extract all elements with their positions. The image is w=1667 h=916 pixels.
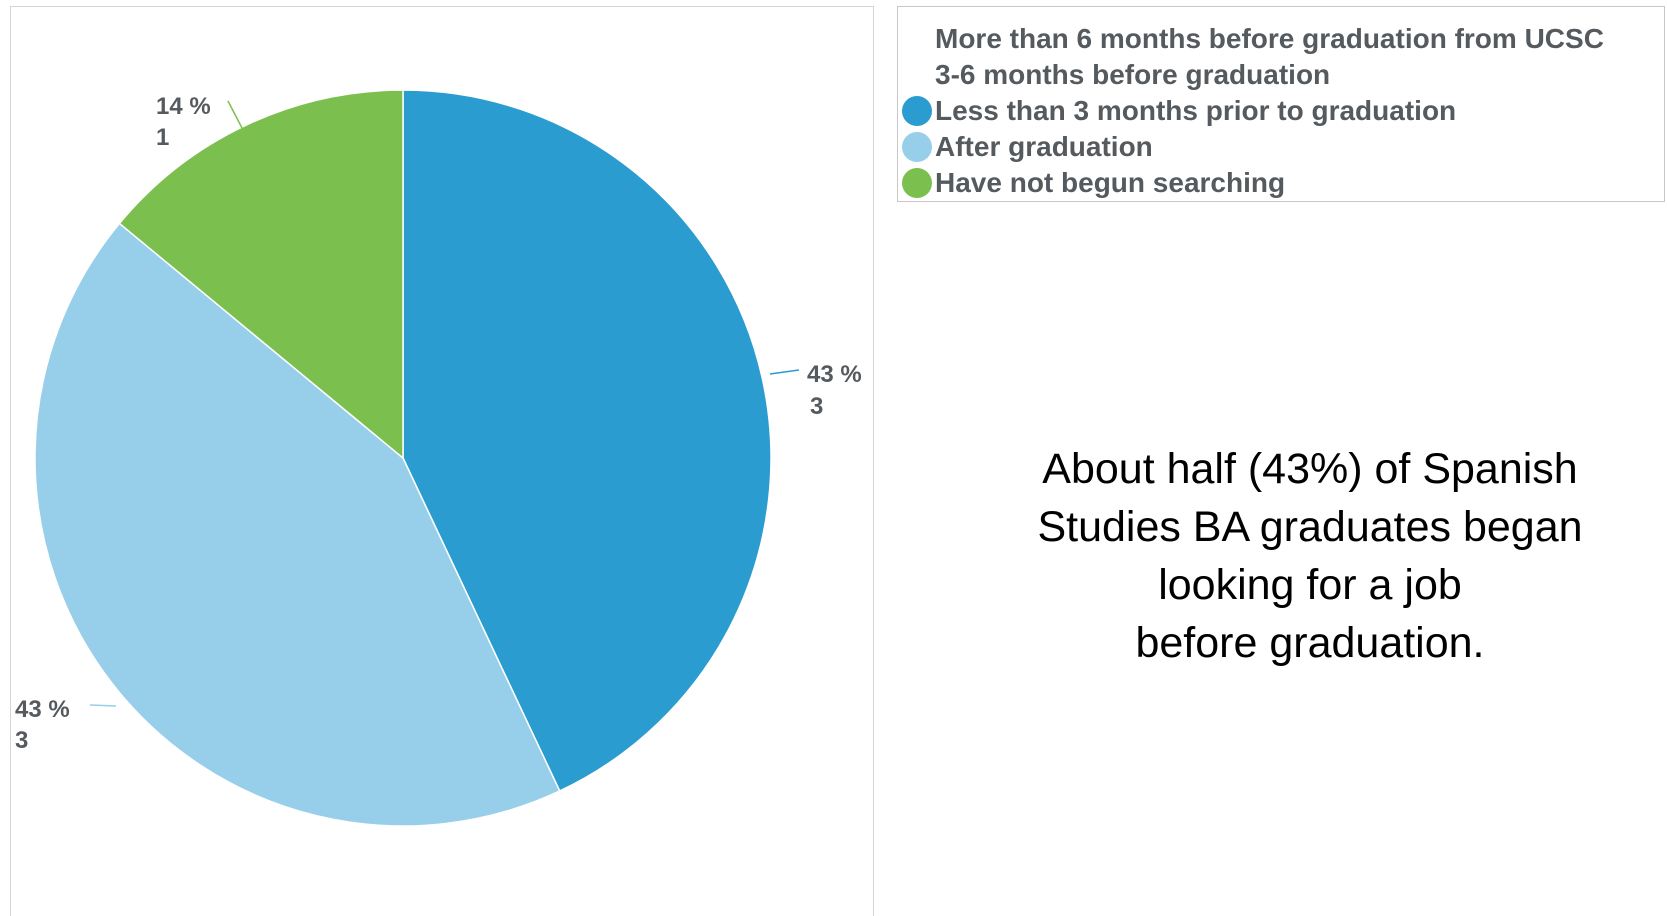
pie-slice-less-than-3-months-prior-to-graduation[interactable]	[402, 89, 772, 792]
pie-label-connector	[89, 704, 117, 707]
legend-label-3-6-months: 3-6 months before graduation	[935, 59, 1331, 90]
caption-line: About half (43%) of Spanish	[1042, 445, 1578, 493]
legend-swatch-not-begun-searching	[902, 168, 932, 198]
legend-label-after-graduation: After graduation	[935, 131, 1153, 162]
pie-label-connector	[769, 369, 800, 375]
pie-percent-label: 43 %	[807, 361, 862, 388]
caption-line: looking for a job	[1158, 561, 1462, 609]
pie-chart: 43 % 3 43 % 3 14 % 1	[15, 89, 862, 827]
pie-slice-have-not-begun-searching[interactable]	[118, 89, 404, 460]
pie-count-label: 3	[15, 727, 28, 754]
legend-label-less-than-3-months: Less than 3 months prior to graduation	[935, 95, 1457, 126]
caption-line: Studies BA graduates began	[1037, 503, 1583, 551]
chart-legend: More than 6 months before graduation fro…	[897, 6, 1665, 202]
legend-item-not-begun-searching[interactable]: Have not begun searching	[902, 165, 1285, 201]
legend-item-more-than-6-months[interactable]: More than 6 months before graduation fro…	[902, 21, 1604, 57]
pie-count-label: 1	[156, 124, 169, 151]
pie-slice-after-graduation[interactable]	[34, 222, 561, 827]
legend-label-not-begun-searching: Have not begun searching	[935, 167, 1286, 198]
caption-line: before graduation.	[1135, 619, 1485, 667]
legend-item-3-6-months[interactable]: 3-6 months before graduation	[902, 57, 1330, 93]
pie-percent-label: 43 %	[15, 696, 70, 723]
pie-count-label: 3	[810, 393, 823, 420]
legend-swatch-less-than-3-months	[902, 96, 932, 126]
legend-label-more-than-6-months: More than 6 months before graduation fro…	[935, 23, 1604, 54]
legend-swatch-after-graduation	[902, 132, 932, 162]
legend-swatch-3-6-months	[902, 60, 932, 90]
pie-label-connector	[227, 100, 243, 129]
legend-item-less-than-3-months[interactable]: Less than 3 months prior to graduation	[902, 93, 1456, 129]
chart-frame	[10, 6, 874, 916]
chart-caption: About half (43%) of Spanish Studies BA g…	[960, 440, 1660, 672]
legend-item-after-graduation[interactable]: After graduation	[902, 129, 1153, 165]
pie-percent-label: 14 %	[156, 93, 211, 120]
legend-swatch-more-than-6-months	[902, 24, 932, 54]
